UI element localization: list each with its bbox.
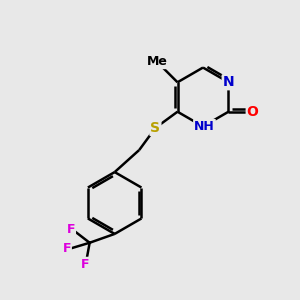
Text: Me: Me xyxy=(146,55,167,68)
Text: NH: NH xyxy=(194,120,215,133)
Text: F: F xyxy=(62,242,71,254)
Text: F: F xyxy=(81,258,89,271)
Text: S: S xyxy=(150,121,161,135)
Text: O: O xyxy=(247,105,259,119)
Text: F: F xyxy=(67,223,75,236)
Text: N: N xyxy=(223,75,234,89)
